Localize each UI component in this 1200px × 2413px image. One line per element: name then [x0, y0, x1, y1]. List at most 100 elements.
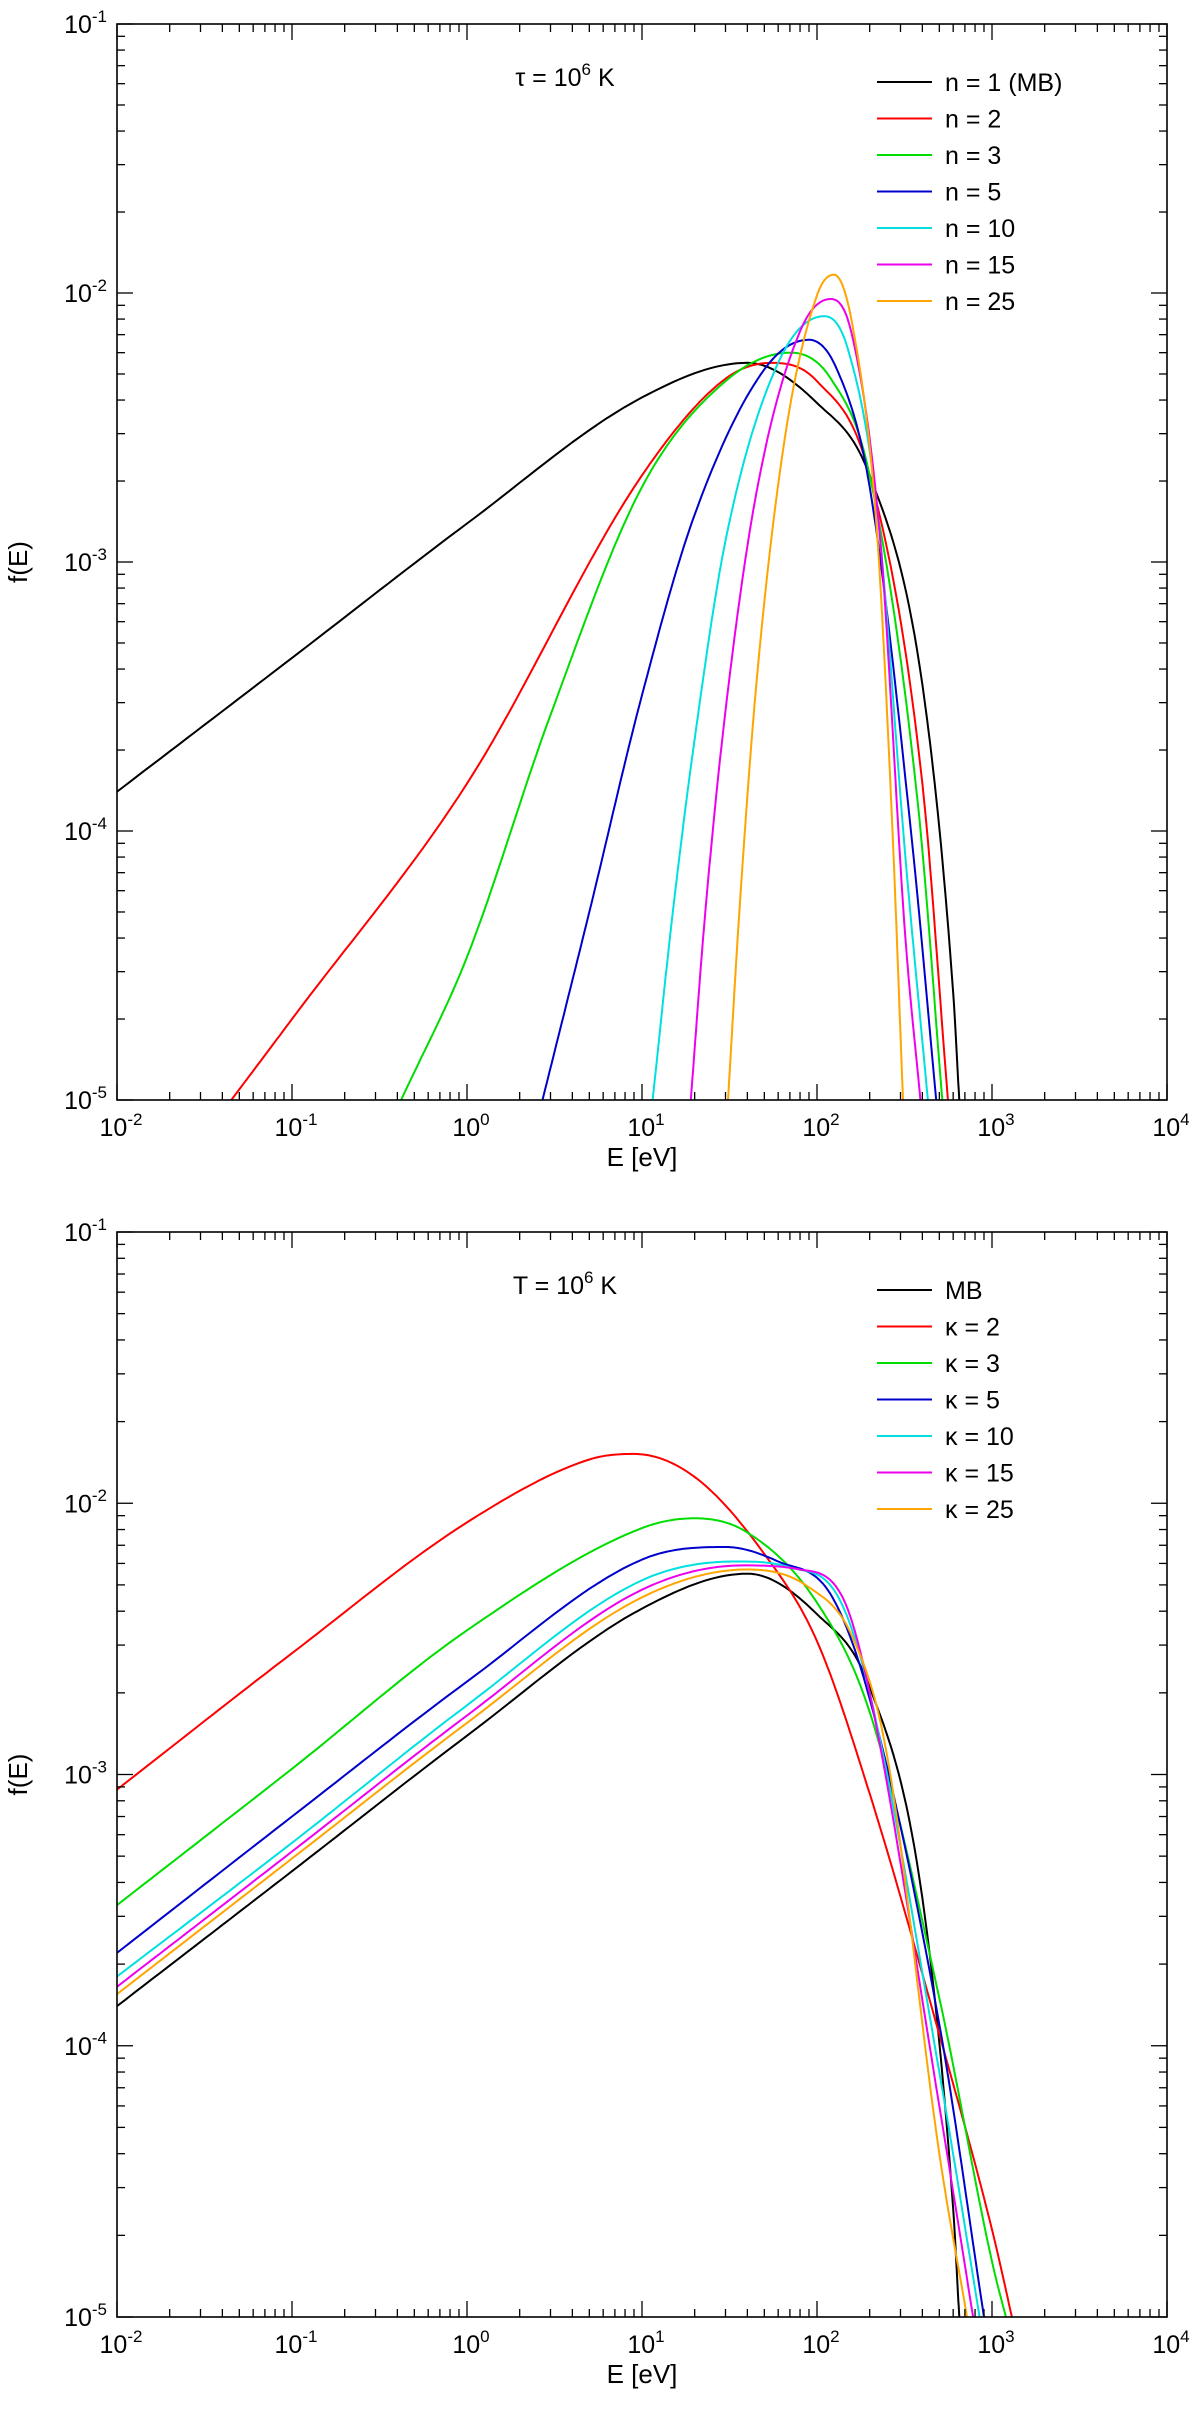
- y-tick-label: 10-5: [64, 1083, 107, 1115]
- x-axis-label: E [eV]: [607, 2359, 678, 2389]
- x-tick-label-exp: 4: [1180, 2327, 1189, 2346]
- y-tick-label-base: 10: [64, 1219, 92, 1247]
- x-tick-label: 10-1: [275, 1110, 318, 1142]
- x-tick-label: 10-2: [100, 2327, 143, 2359]
- annotation-pre: = 10: [525, 64, 581, 92]
- x-tick-label-exp: 1: [655, 1110, 664, 1129]
- y-tick-label: 10-4: [64, 2029, 107, 2061]
- legend-label-1: n = 1 (MB): [945, 69, 1062, 97]
- series-line-2: [230, 361, 949, 1100]
- legend-label-5: n = 10: [945, 215, 1015, 243]
- chart-panel-2: 10-2 10-1 100 101 102 103 10410-510-410-310-21…: [3, 1215, 1190, 2389]
- x-tick-label-exp: 0: [480, 2327, 489, 2346]
- x-tick-label-exp: -2: [127, 2327, 142, 2346]
- legend-label-2: κ = 2: [945, 1314, 1000, 1342]
- y-tick-label-base: 10: [64, 1087, 92, 1115]
- y-axis-label: f(E): [3, 1754, 33, 1796]
- series-line-7: [117, 1568, 968, 2317]
- y-tick-label-exp: -4: [92, 2029, 107, 2048]
- annotation-sup: 6: [584, 1268, 593, 1287]
- y-tick-label-exp: -3: [92, 1757, 107, 1776]
- y-tick-label-exp: -1: [92, 7, 107, 26]
- y-tick-label-base: 10: [64, 2033, 92, 2061]
- y-tick-label: 10-3: [64, 1757, 107, 1789]
- legend-label-6: n = 15: [945, 252, 1015, 280]
- x-tick-label-base: 10: [1152, 1114, 1180, 1142]
- temperature-annotation: τ = 106 K: [515, 60, 615, 92]
- x-tick-label-exp: 2: [830, 2327, 839, 2346]
- y-tick-label: 10-2: [64, 276, 107, 308]
- y-tick-label: 10-1: [64, 7, 107, 39]
- y-tick-label-exp: -2: [92, 276, 107, 295]
- x-tick-label-base: 10: [100, 1114, 128, 1142]
- series-line-4: [541, 338, 938, 1100]
- x-axis-label: E [eV]: [607, 1142, 678, 1172]
- x-tick-label: 103: [977, 1110, 1014, 1142]
- legend-label-3: κ = 3: [945, 1350, 1000, 1378]
- annotation-post: K: [593, 1272, 617, 1300]
- x-tick-label: 102: [802, 2327, 839, 2359]
- x-tick-label-base: 10: [452, 2331, 480, 2359]
- x-tick-label-base: 10: [452, 1114, 480, 1142]
- chart-panel-1: 10-2 10-1 100 101 102 103 10410-510-410-310-21…: [3, 7, 1190, 1172]
- y-tick-label: 10-4: [64, 814, 107, 846]
- y-tick-label: 10-1: [64, 1215, 107, 1247]
- y-tick-label-base: 10: [64, 549, 92, 577]
- x-tick-label-base: 10: [627, 2331, 655, 2359]
- plot-frame: [116, 1231, 1168, 2318]
- annotation-sup: 6: [582, 60, 591, 79]
- y-tick-label: 10-3: [64, 545, 107, 577]
- y-tick-label-base: 10: [64, 1762, 92, 1790]
- legend: n = 1 (MB) n = 2 n = 3 n = 5 n = 10 n = 15 n =…: [877, 69, 1062, 316]
- y-tick-label-base: 10: [64, 280, 92, 308]
- x-tick-label-exp: 2: [830, 1110, 839, 1129]
- y-tick-label: 10-2: [64, 1486, 107, 1518]
- series-line-3: [117, 1517, 1007, 2317]
- x-tick-label: 104: [1152, 2327, 1189, 2359]
- series-line-6: [117, 1564, 975, 2317]
- annotation-pre: T = 10: [513, 1272, 584, 1300]
- y-tick-label-exp: -5: [92, 1083, 107, 1102]
- series-line-4: [117, 1546, 985, 2317]
- y-tick-label-base: 10: [64, 1490, 92, 1518]
- x-tick-label: 100: [452, 2327, 489, 2359]
- series-line-5: [117, 1560, 981, 2317]
- x-tick-label: 101: [627, 2327, 664, 2359]
- annotation-post: K: [591, 64, 615, 92]
- x-tick-label-exp: 4: [1180, 1110, 1189, 1129]
- series-line-6: [689, 298, 922, 1100]
- x-tick-label: 101: [627, 1110, 664, 1142]
- x-tick-label-base: 10: [275, 2331, 303, 2359]
- x-tick-label-base: 10: [1152, 2331, 1180, 2359]
- x-tick-label-exp: -2: [127, 1110, 142, 1129]
- legend-label-4: n = 5: [945, 179, 1001, 207]
- x-tick-label-base: 10: [802, 2331, 830, 2359]
- y-axis-label: f(E): [3, 541, 33, 583]
- x-tick-label: 100: [452, 1110, 489, 1142]
- plot-frame: [116, 23, 1168, 1101]
- temperature-annotation: T = 106 K: [513, 1268, 618, 1300]
- legend-label-4: κ = 5: [945, 1387, 1000, 1415]
- series-group: [117, 1452, 1013, 2317]
- series-group: [117, 273, 961, 1100]
- x-tick-label-base: 10: [100, 2331, 128, 2359]
- legend-label-2: n = 2: [945, 106, 1001, 134]
- x-tick-label-exp: -1: [302, 1110, 317, 1129]
- x-tick-label-base: 10: [802, 1114, 830, 1142]
- x-tick-label-base: 10: [627, 1114, 655, 1142]
- y-tick-label-base: 10: [64, 818, 92, 846]
- legend: MB κ = 2 κ = 3 κ = 5 κ = 10 κ = 15 κ = 25: [877, 1277, 1014, 1524]
- series-line-7: [727, 273, 904, 1100]
- x-tick-label-base: 10: [977, 1114, 1005, 1142]
- y-tick-label-exp: -5: [92, 2300, 107, 2319]
- x-tick-label-exp: 3: [1005, 2327, 1014, 2346]
- x-tick-label: 10-2: [100, 1110, 143, 1142]
- legend-label-3: n = 3: [945, 142, 1001, 170]
- x-tick-label-base: 10: [977, 2331, 1005, 2359]
- x-tick-label: 103: [977, 2327, 1014, 2359]
- y-tick-label-base: 10: [64, 2304, 92, 2332]
- y-tick-label-base: 10: [64, 11, 92, 39]
- legend-label-7: κ = 25: [945, 1496, 1014, 1524]
- legend-label-7: n = 25: [945, 288, 1015, 316]
